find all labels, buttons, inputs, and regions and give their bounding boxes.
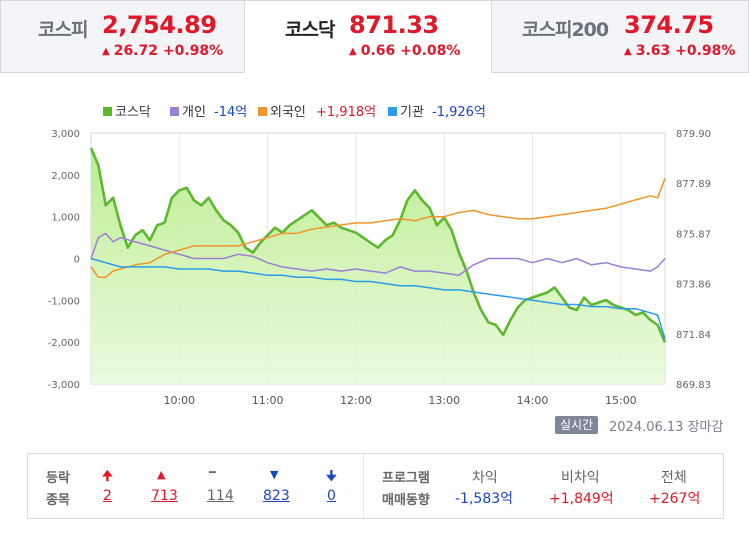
upper-limit-count[interactable]: 2 [103, 488, 112, 504]
tab-name: 코스피 [38, 19, 88, 41]
tab-kospi200[interactable]: 코스피200 374.75 ▲ 3.63 +0.98% [491, 0, 749, 73]
advance-decline-label: 등락 [46, 471, 70, 486]
x-tick-label: 12:00 [340, 394, 372, 405]
y-left-tick-label: 2,000 [51, 171, 80, 182]
y-left-tick-label: -1,000 [48, 296, 80, 307]
flat-count[interactable]: 114 [207, 488, 234, 504]
legend-label: 외국인 [270, 105, 306, 120]
legend-value: -14억 [214, 105, 247, 120]
legend-swatch [388, 107, 397, 116]
market-summary-panel: 등락 종목 🠉 2 ▲ 713 ━ 114 ▼ 823 🠋 0 프로그램 매매동… [27, 453, 724, 519]
chart-legend: 코스닥 개인 -14억 외국인 +1,918억 기관 -1,926억 [103, 105, 486, 120]
legend-swatch [103, 107, 112, 116]
legend-swatch [170, 107, 179, 116]
rise-triangle-icon: ▲ [157, 468, 166, 481]
y-left-tick-label: 1,000 [51, 213, 80, 224]
tab-change: ▲ 0.66 +0.08% [349, 43, 460, 59]
tab-change-text: 3.63 +0.98% [635, 43, 736, 59]
program-label: 프로그램 [382, 471, 430, 486]
upper-limit-arrow-icon: 🠉 [102, 469, 113, 484]
panel-divider [363, 454, 364, 518]
non-arbitrage-header: 비차익 [561, 470, 600, 486]
tab-name: 코스닥 [285, 19, 335, 41]
total-value: +267억 [649, 491, 701, 507]
legend-value: +1,918억 [316, 105, 376, 120]
rise-triangle-icon: ▲ [349, 46, 357, 57]
kosdaq-line [89, 147, 667, 343]
legend-value: -1,926억 [432, 105, 486, 120]
program-label-2: 매매동향 [382, 493, 430, 508]
x-tick-label: 15:00 [605, 394, 637, 405]
total-header: 전체 [661, 470, 687, 486]
series-3-line [90, 257, 666, 340]
kosdaq-area [91, 148, 665, 384]
legend-swatch [258, 107, 267, 116]
series-2-line [90, 178, 666, 279]
kosdaq-area-fill [91, 148, 665, 384]
y-right-tick-label: 879.90 [676, 129, 711, 140]
y-left-tick-label: 3,000 [51, 129, 80, 140]
y-right-tick-label: 873.86 [676, 280, 711, 291]
arbitrage-header: 차익 [472, 470, 498, 486]
tab-change: ▲ 3.63 +0.98% [624, 43, 735, 59]
flat-dash-icon: ━ [209, 466, 216, 479]
x-tick-label: 10:00 [163, 394, 195, 405]
legend-label: 개인 [182, 105, 206, 120]
y-right-tick-label: 875.87 [676, 229, 711, 240]
x-tick-label: 14:00 [517, 394, 549, 405]
x-tick-label: 11:00 [252, 394, 284, 405]
tab-change-text: 0.66 +0.08% [360, 43, 461, 59]
y-right-tick-label: 871.84 [676, 330, 711, 341]
realtime-badge[interactable]: 실시간 [555, 416, 598, 434]
series-1-line [90, 232, 666, 276]
y-left-tick-label: 0 [74, 255, 80, 266]
y-left-tick-label: -2,000 [48, 338, 80, 349]
tab-value: 374.75 [624, 11, 714, 39]
tab-value: 871.33 [349, 11, 439, 39]
rise-count[interactable]: 713 [151, 488, 178, 504]
rise-triangle-icon: ▲ [624, 46, 632, 57]
investor-trend-chart: 코스닥 개인 -14억 외국인 +1,918억 기관 -1,926억 3,000 2,000 1… [48, 105, 711, 405]
y-left-tick-label: -3,000 [48, 380, 80, 391]
x-tick-label: 13:00 [428, 394, 460, 405]
fall-count[interactable]: 823 [263, 488, 290, 504]
tab-change-text: 26.72 +0.98% [113, 43, 224, 59]
legend-label: 코스닥 [115, 105, 151, 120]
legend-label: 기관 [400, 105, 424, 120]
date-label: 2024.06.13 장마감 [609, 420, 724, 435]
y-right-tick-label: 869.83 [676, 380, 711, 391]
chart-series [89, 147, 667, 343]
y-right-tick-label: 877.89 [676, 179, 711, 190]
rise-triangle-icon: ▲ [102, 46, 110, 57]
tab-change: ▲ 26.72 +0.98% [102, 43, 223, 59]
lower-limit-count[interactable]: 0 [327, 488, 336, 504]
tab-kospi[interactable]: 코스피 2,754.89 ▲ 26.72 +0.98% [0, 0, 245, 73]
arbitrage-value: -1,583억 [455, 491, 514, 507]
lower-limit-arrow-icon: 🠋 [326, 469, 337, 484]
tab-kosdaq[interactable]: 코스닥 871.33 ▲ 0.66 +0.08% [245, 0, 491, 73]
tab-name: 코스피200 [522, 19, 609, 41]
non-arbitrage-value: +1,849억 [549, 491, 614, 507]
tab-value: 2,754.89 [102, 11, 217, 39]
advance-decline-label-2: 종목 [46, 493, 70, 508]
index-tabs: 코스피 2,754.89 ▲ 26.72 +0.98% 코스닥 871.33 ▲ 0… [0, 0, 749, 75]
fall-triangle-icon: ▼ [270, 468, 279, 481]
chart-axes: 3,000 2,000 1,000 0 -1,000 -2,000 -3,000 879.90… [48, 129, 711, 405]
